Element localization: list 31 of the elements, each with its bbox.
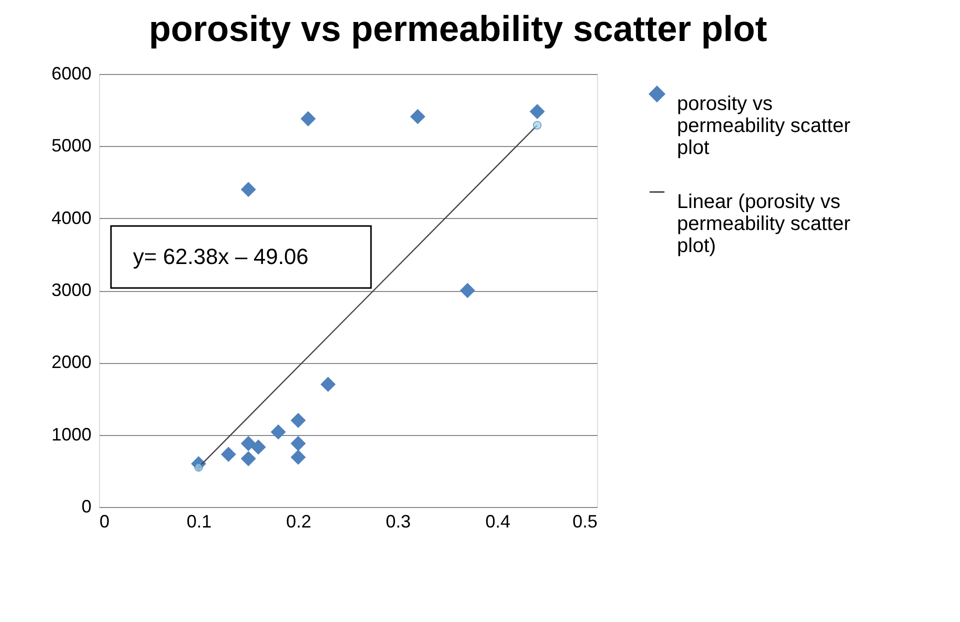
y-tick-label: 4000 [51, 208, 92, 228]
point [240, 182, 256, 198]
point [290, 450, 306, 465]
y-tick-label: 5000 [51, 136, 92, 156]
point [320, 376, 336, 392]
x-tick-label: 0.5 [572, 512, 598, 532]
point [460, 282, 476, 298]
x-tick-label: 0.3 [386, 512, 411, 532]
x-tick-label: 0.1 [186, 512, 212, 532]
point [300, 111, 316, 126]
x-tick-label: 0.4 [485, 512, 510, 532]
y-tick-label: 3000 [51, 280, 92, 300]
legend-label: Linear (porosity vs permeability scatter plot) [677, 191, 851, 257]
point [290, 436, 306, 452]
y-tick-label: 0 [81, 496, 92, 516]
point [240, 451, 256, 466]
y-tick-label: 6000 [51, 64, 92, 84]
y-tick-label: 1000 [51, 424, 92, 444]
point [530, 104, 545, 120]
x-tick-label: 0 [100, 512, 110, 532]
point [240, 436, 256, 452]
point [250, 440, 266, 455]
y-tick-label: 2000 [51, 352, 92, 372]
chart-title: porosity vs permeability scatter plot [148, 8, 768, 49]
x-tick-label: 0.2 [286, 512, 312, 532]
annotation: y= 62.38x – 49.06 [133, 244, 309, 269]
point [290, 412, 306, 428]
point [410, 108, 426, 124]
point [270, 424, 286, 440]
legend-label: porosity vs permeability scatter plot [677, 93, 851, 159]
point [220, 446, 236, 462]
